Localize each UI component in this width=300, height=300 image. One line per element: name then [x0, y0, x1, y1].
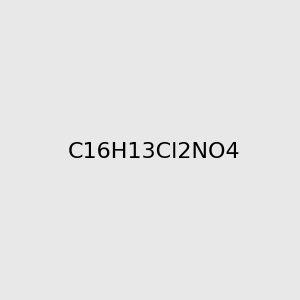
Text: C16H13Cl2NO4: C16H13Cl2NO4 [68, 142, 240, 161]
